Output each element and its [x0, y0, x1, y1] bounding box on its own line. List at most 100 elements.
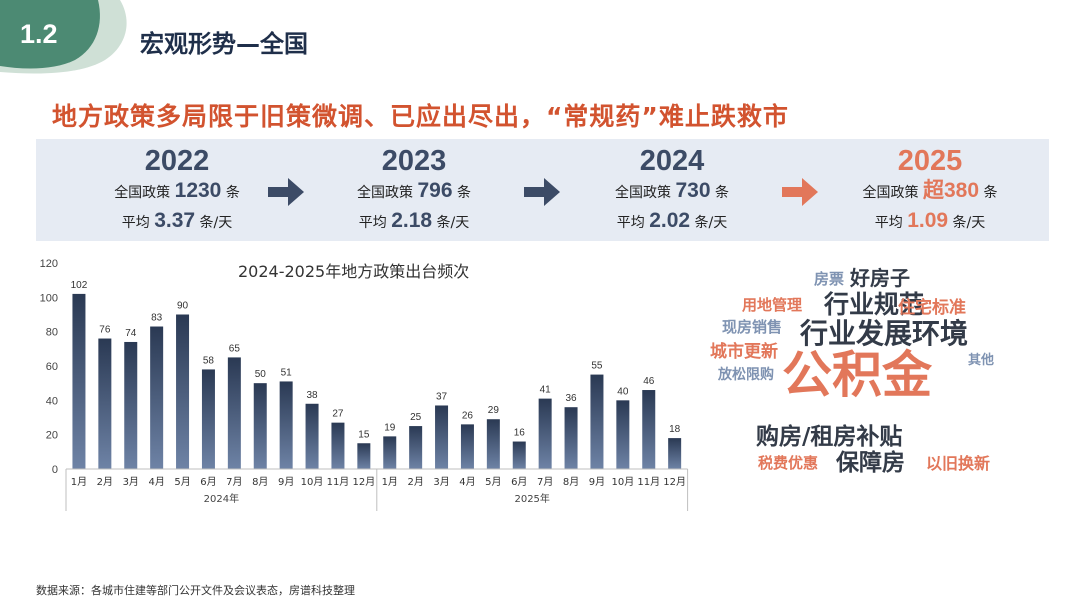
- data-label: 90: [177, 301, 189, 312]
- data-label: 74: [125, 328, 137, 339]
- avg-prefix: 平均: [121, 215, 150, 231]
- word-cloud-term: 保障房: [836, 450, 905, 476]
- data-label: 50: [255, 369, 267, 380]
- word-cloud-term: 房票: [814, 270, 845, 288]
- word-cloud-term: 住宅标准: [898, 298, 966, 318]
- data-label: 27: [332, 409, 344, 420]
- word-cloud-term: 购房/租房补贴: [756, 424, 903, 450]
- total-count: 796: [417, 179, 453, 202]
- year-summary-2024: 2024 全国政策 730 条 平均 2.02 条/天: [557, 139, 787, 237]
- section-title: 宏观形势—全国: [140, 30, 308, 58]
- avg-unit: 条/天: [952, 215, 986, 231]
- bar: [150, 326, 164, 469]
- x-tick-label: 10月: [301, 476, 324, 488]
- data-label: 16: [514, 428, 526, 439]
- x-tick-label: 1月: [382, 476, 398, 488]
- data-label: 41: [540, 385, 552, 396]
- bar: [409, 426, 423, 469]
- policy-word-cloud: 房票 好房子 用地管理 行业规范 住宅标准 现房销售 行业发展环境 城市更新 其他 放松限购 公积金…: [700, 262, 1040, 492]
- data-label: 40: [617, 386, 629, 397]
- data-label: 37: [436, 391, 448, 402]
- data-label: 55: [591, 361, 603, 372]
- bar: [201, 369, 215, 469]
- word-cloud-term: 好房子: [850, 266, 910, 290]
- word-cloud-term: 城市更新: [710, 342, 778, 362]
- x-tick-label: 7月: [226, 476, 242, 488]
- total-prefix: 全国政策: [357, 185, 414, 201]
- bar: [253, 383, 267, 469]
- avg-prefix: 平均: [874, 215, 903, 231]
- x-tick-label: 3月: [433, 476, 449, 488]
- data-label: 58: [203, 355, 215, 366]
- y-tick-label: 120: [40, 258, 58, 270]
- total-unit: 条: [983, 185, 998, 201]
- data-label: 102: [71, 280, 88, 291]
- avg-unit: 条/天: [694, 215, 728, 231]
- x-tick-label: 7月: [537, 476, 553, 488]
- x-tick-label: 9月: [589, 476, 605, 488]
- x-tick-label: 9月: [278, 476, 294, 488]
- x-tick-label: 12月: [352, 476, 375, 488]
- year-label: 2025: [897, 145, 963, 177]
- y-tick-label: 60: [46, 361, 58, 373]
- corner-decoration: [0, 0, 127, 74]
- bar: [590, 374, 604, 469]
- x-tick-label: 5月: [485, 476, 501, 488]
- year-label: 2022: [144, 145, 210, 177]
- bar: [98, 338, 112, 469]
- bar: [564, 407, 578, 469]
- word-cloud-term: 行业发展环境: [800, 317, 969, 350]
- x-tick-label: 6月: [200, 476, 216, 488]
- bar: [357, 443, 371, 469]
- y-tick-label: 20: [46, 430, 58, 442]
- x-tick-label: 10月: [611, 476, 634, 488]
- right-arrow-icon: [268, 178, 304, 206]
- word-cloud-term: 税费优惠: [758, 454, 819, 472]
- x-tick-label: 6月: [511, 476, 527, 488]
- bar: [435, 405, 449, 469]
- x-tick-label: 4月: [459, 476, 475, 488]
- total-count: 超380: [922, 179, 980, 202]
- year-summary-2022: 2022 全国政策 1230 条 平均 3.37 条/天: [62, 139, 292, 237]
- total-unit: 条: [714, 185, 729, 201]
- avg-prefix: 平均: [616, 215, 645, 231]
- data-label: 36: [565, 393, 577, 404]
- data-label: 83: [151, 313, 163, 324]
- bar: [383, 436, 397, 469]
- data-label: 29: [488, 405, 500, 416]
- daily-average: 1.09: [907, 209, 949, 232]
- x-tick-label: 2月: [407, 476, 423, 488]
- x-tick-label: 11月: [637, 476, 660, 488]
- bar: [512, 441, 526, 469]
- right-arrow-icon: [524, 178, 560, 206]
- total-count: 1230: [174, 179, 222, 202]
- bar: [331, 422, 345, 469]
- headline: 地方政策多局限于旧策微调、已应出尽出，“常规药”难止跌救市: [52, 102, 789, 131]
- total-count: 730: [675, 179, 711, 202]
- word-cloud-term: 现房销售: [722, 318, 783, 336]
- data-label: 26: [462, 410, 474, 421]
- daily-average: 2.02: [649, 209, 691, 232]
- x-group-label: 2025年: [514, 492, 549, 505]
- avg-unit: 条/天: [436, 215, 470, 231]
- year-summary-2025: 2025 全国政策 超380 条 平均 1.09 条/天: [815, 139, 1045, 237]
- x-tick-label: 5月: [174, 476, 190, 488]
- word-cloud-term: 放松限购: [718, 367, 774, 383]
- x-tick-label: 4月: [148, 476, 164, 488]
- word-cloud-term: 行业规范: [824, 290, 925, 319]
- year-label: 2024: [639, 145, 705, 177]
- data-label: 38: [306, 390, 318, 401]
- bar: [616, 400, 630, 469]
- total-prefix: 全国政策: [862, 185, 919, 201]
- y-tick-label: 100: [40, 292, 58, 304]
- x-tick-label: 3月: [123, 476, 139, 488]
- data-label: 19: [384, 422, 396, 433]
- x-tick-label: 11月: [327, 476, 350, 488]
- chart-title: 2024-2025年地方政策出台频次: [238, 262, 470, 281]
- word-cloud-term: 以旧换新: [926, 454, 991, 473]
- data-label: 46: [643, 376, 655, 387]
- total-unit: 条: [456, 185, 471, 201]
- x-tick-label: 12月: [663, 476, 686, 488]
- x-tick-label: 2月: [97, 476, 113, 488]
- y-tick-label: 80: [46, 327, 58, 339]
